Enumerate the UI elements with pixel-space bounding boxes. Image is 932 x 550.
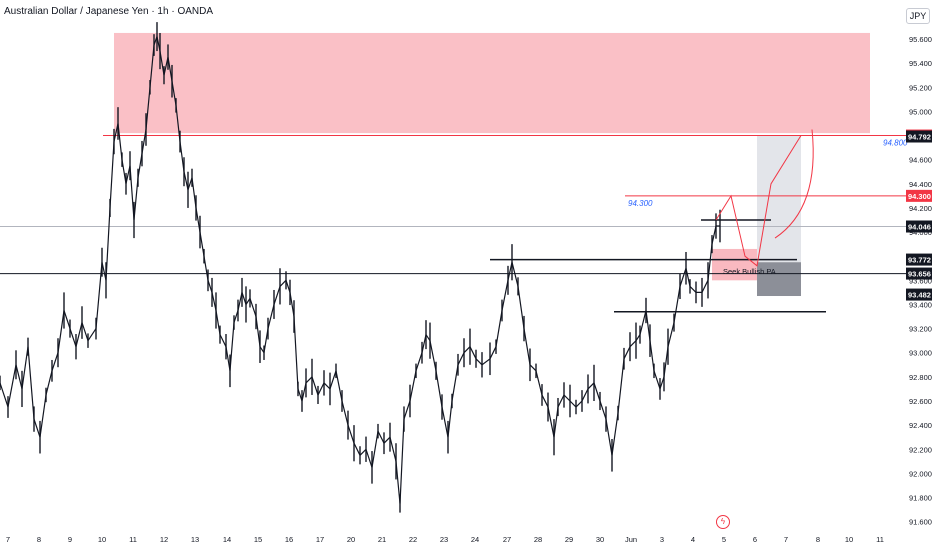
x-tick-label: 11 — [876, 535, 884, 544]
y-tick-label: 91.600 — [909, 518, 932, 527]
y-tick-label: 92.600 — [909, 397, 932, 406]
supply-zone — [114, 32, 870, 134]
y-tick-label: 93.200 — [909, 325, 932, 334]
price-tag-bg — [906, 220, 932, 233]
chart-title: Australian Dollar / Japanese Yen · 1h · … — [4, 6, 213, 17]
x-tick-label: 8 — [37, 535, 41, 544]
y-tick-label: 95.400 — [909, 59, 932, 68]
seek-bullish-label: Seek Bullish PA — [723, 267, 776, 276]
price-tag-bg — [906, 253, 932, 266]
y-tick-label: 95.000 — [909, 107, 932, 116]
candle-wicks — [0, 22, 721, 513]
price-tag-label: 93.482 — [908, 291, 931, 300]
price-tag-label: 93.772 — [908, 256, 931, 265]
y-tick-label: 94.200 — [909, 204, 932, 213]
price-tag-label: 94.300 — [908, 192, 931, 201]
price-tag-bg — [906, 288, 932, 301]
x-tick-label: 13 — [191, 535, 199, 544]
x-tick-label: 4 — [691, 535, 695, 544]
projected-path — [715, 135, 802, 267]
y-tick-label: 95.200 — [909, 83, 932, 92]
demand-box — [712, 248, 757, 281]
currency-badge[interactable]: JPY — [906, 8, 930, 24]
x-tick-label: 27 — [503, 535, 511, 544]
x-tick-label: 5 — [722, 535, 726, 544]
x-tick-label: 3 — [660, 535, 664, 544]
x-tick-label: 23 — [440, 535, 448, 544]
lightning-icon[interactable]: ϟ — [716, 515, 730, 529]
x-tick-label: 10 — [98, 535, 106, 544]
y-tick-label: 92.200 — [909, 445, 932, 454]
y-tick-label: 95.600 — [909, 35, 932, 44]
x-tick-label: 21 — [378, 535, 386, 544]
projection-box — [757, 135, 801, 263]
price-tag-label: 94.046 — [908, 223, 931, 232]
x-tick-label: 14 — [223, 535, 231, 544]
price-tag-bg — [906, 189, 932, 202]
x-tick-label: 8 — [816, 535, 820, 544]
x-tick-label: Jun — [625, 535, 637, 544]
y-tick-label: 94.600 — [909, 156, 932, 165]
x-tick-label: 16 — [285, 535, 293, 544]
x-tick-label: 9 — [68, 535, 72, 544]
y-tick-label: 92.800 — [909, 373, 932, 382]
time-axis[interactable]: 7 8 9 10 11 12 13 14 15 16 17 20 21 22 23 24 27 28 29 30 Jun… — [6, 535, 884, 544]
level-label-94800: 94.800 — [883, 139, 908, 148]
y-tick-label: 94.000 — [909, 228, 932, 237]
x-tick-label: 30 — [596, 535, 604, 544]
price-axis[interactable]: 95.60095.40095.20095.00094.80094.60094.4… — [909, 35, 932, 527]
y-tick-label: 92.000 — [909, 469, 932, 478]
y-tick-label: 93.400 — [909, 300, 932, 309]
y-tick-label: 94.400 — [909, 180, 932, 189]
y-tick-label: 93.600 — [909, 276, 932, 285]
x-tick-label: 22 — [409, 535, 417, 544]
y-tick-label: 93.000 — [909, 349, 932, 358]
level-label-94300: 94.300 — [628, 199, 653, 208]
price-tag-bg — [906, 267, 932, 280]
y-tick-label: 92.400 — [909, 421, 932, 430]
x-tick-label: 17 — [316, 535, 324, 544]
x-tick-label: 29 — [565, 535, 573, 544]
x-tick-label: 7 — [784, 535, 788, 544]
projected-curve — [774, 129, 814, 239]
stop-box — [757, 262, 801, 297]
x-tick-label: 10 — [845, 535, 853, 544]
x-tick-label: 15 — [254, 535, 262, 544]
y-tick-label: 91.800 — [909, 494, 932, 503]
x-tick-label: 6 — [753, 535, 757, 544]
x-tick-label: 11 — [129, 535, 137, 544]
price-tag-label: 94.792 — [908, 132, 931, 141]
price-tag-label: 93.656 — [908, 270, 931, 279]
x-tick-label: 24 — [471, 535, 479, 544]
x-tick-label: 7 — [6, 535, 10, 544]
x-tick-label: 20 — [347, 535, 355, 544]
price-tag-bg — [906, 130, 932, 143]
price-labels: 94.80094.79294.30094.04693.77293.65693.4… — [906, 129, 932, 301]
x-tick-label: 28 — [534, 535, 542, 544]
x-tick-label: 12 — [160, 535, 168, 544]
